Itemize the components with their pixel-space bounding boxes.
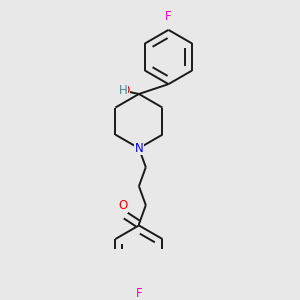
Text: F: F — [136, 286, 142, 300]
Text: F: F — [165, 10, 172, 23]
Text: H: H — [118, 84, 127, 97]
Text: O: O — [118, 200, 127, 212]
Text: O: O — [120, 84, 130, 97]
Text: N: N — [134, 142, 143, 155]
